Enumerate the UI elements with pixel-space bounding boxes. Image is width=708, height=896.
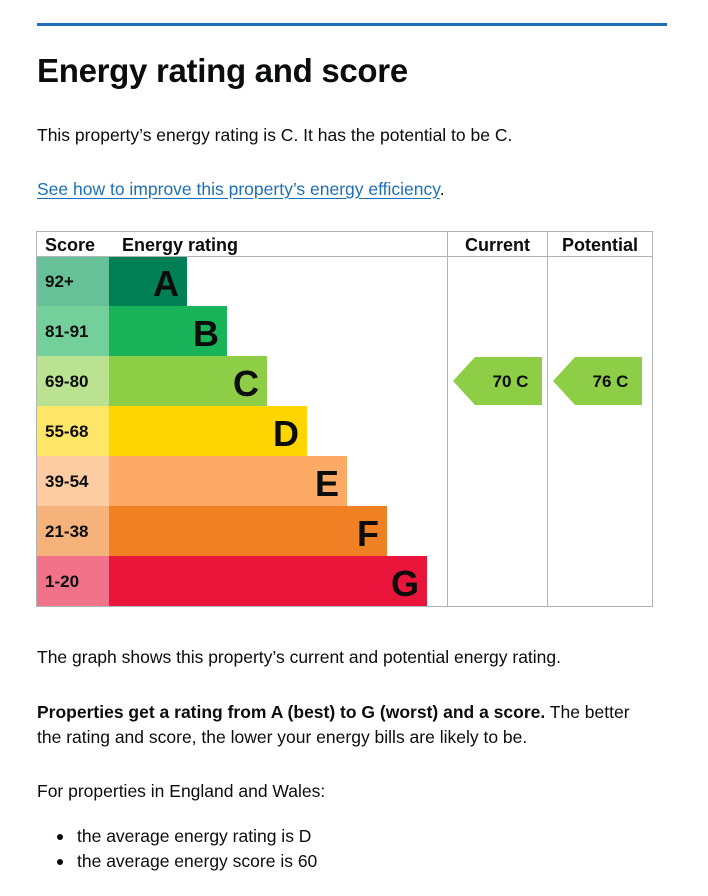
rating-explanation-rest: The better the rating and score, the low… <box>37 702 630 747</box>
rating-bar-e <box>109 456 347 506</box>
average-list: the average energy rating is D the avera… <box>37 824 317 874</box>
rating-bar-b <box>109 306 227 356</box>
rating-bar-c <box>109 356 267 406</box>
rating-letter-d: D <box>273 413 299 454</box>
list-item: the average energy rating is D <box>37 824 317 849</box>
rating-letter-c: C <box>233 363 259 404</box>
header-score: Score <box>45 235 95 255</box>
potential-rating-arrow <box>553 357 642 405</box>
score-cell-d <box>37 406 109 456</box>
header-current: Current <box>465 235 530 255</box>
score-cell-a <box>37 256 109 306</box>
regional-intro: For properties in England and Wales: <box>37 781 326 801</box>
rating-bar-d <box>109 406 307 456</box>
graph-description: The graph shows this property’s current … <box>37 647 562 667</box>
rating-bar-a <box>109 256 187 306</box>
rating-letter-f: F <box>357 513 379 554</box>
rating-letter-g: G <box>391 563 419 604</box>
score-cell-e <box>37 456 109 506</box>
section-divider <box>37 23 667 26</box>
score-cell-c <box>37 356 109 406</box>
potential-rating-label: 76 C <box>593 372 629 391</box>
score-label-f: 21-38 <box>45 522 88 541</box>
energy-rating-chart: 92+ A 81-91 B 69-80 C 55-68 D 39-54 E 21-38 F 1-20 G S… <box>36 231 653 607</box>
score-label-b: 81-91 <box>45 322 88 341</box>
score-label-g: 1-20 <box>45 572 79 591</box>
link-suffix: . <box>439 179 445 199</box>
score-label-a: 92+ <box>45 272 74 291</box>
current-rating-arrow <box>453 357 542 405</box>
page-title: Energy rating and score <box>37 52 408 89</box>
rating-bar-g <box>109 556 427 606</box>
header-potential: Potential <box>562 235 638 255</box>
score-label-d: 55-68 <box>45 422 88 441</box>
improve-link-row: See how to improve this property’s energ… <box>37 177 445 202</box>
rating-letter-b: B <box>193 313 219 354</box>
header-energy-rating: Energy rating <box>122 235 238 255</box>
score-label-c: 69-80 <box>45 372 88 391</box>
score-cell-f <box>37 506 109 556</box>
rating-bar-f <box>109 506 387 556</box>
improve-efficiency-link[interactable]: See how to improve this property’s energ… <box>37 179 440 199</box>
current-rating-label: 70 C <box>493 372 529 391</box>
rating-letter-e: E <box>315 463 339 504</box>
rating-summary: This property’s energy rating is C. It h… <box>37 125 513 145</box>
rating-letter-a: A <box>153 263 179 304</box>
list-item: the average energy score is 60 <box>37 849 317 874</box>
score-cell-g <box>37 556 109 606</box>
score-label-e: 39-54 <box>45 472 89 491</box>
rating-explanation-bold: Properties get a rating from A (best) to… <box>37 702 546 722</box>
score-cell-b <box>37 306 109 356</box>
rating-explanation: Properties get a rating from A (best) to… <box>37 700 657 750</box>
